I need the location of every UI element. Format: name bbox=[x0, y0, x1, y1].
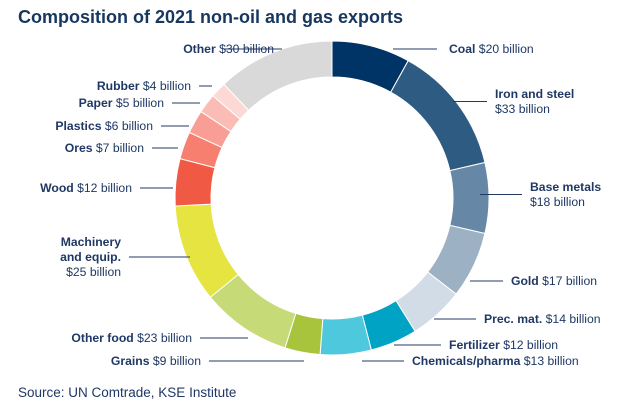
slice-label: $25 billion bbox=[66, 265, 121, 279]
slice-label: $18 billion bbox=[530, 195, 585, 209]
slice-iron-and-steel bbox=[390, 60, 486, 172]
slice-label: Other $30 billion bbox=[183, 42, 274, 56]
slice-label: Grains $9 billion bbox=[111, 354, 201, 368]
slice-label: Chemicals/pharma $13 billion bbox=[412, 354, 579, 368]
donut-slices bbox=[174, 40, 490, 356]
slice-label: Plastics $6 billion bbox=[55, 119, 153, 133]
slice-label: Coal $20 billion bbox=[449, 42, 534, 56]
slice-label: Iron and steel bbox=[495, 87, 574, 101]
slice-other bbox=[223, 40, 333, 112]
slice-label: Gold $17 billion bbox=[511, 274, 597, 288]
slice-label: Wood $12 billion bbox=[40, 181, 132, 195]
leader-lines bbox=[129, 48, 522, 362]
slice-label: Fertilizer $12 billion bbox=[449, 338, 558, 352]
slice-chemicals-pharma bbox=[319, 314, 372, 356]
slice-label: and equip. bbox=[60, 250, 121, 264]
slice-label: $33 billion bbox=[495, 102, 550, 116]
slice-label: Rubber $4 billion bbox=[97, 79, 191, 93]
slice-label: Ores $7 billion bbox=[65, 141, 144, 155]
slice-labels: Coal $20 billion Iron and steel$33 billio… bbox=[40, 42, 601, 368]
slice-base-metals bbox=[449, 161, 490, 235]
source-note: Source: UN Comtrade, KSE Institute bbox=[18, 385, 237, 400]
slice-label: Prec. mat. $14 billion bbox=[484, 312, 601, 326]
slice-label: Other food $23 billion bbox=[71, 331, 192, 345]
slice-label: Paper $5 billion bbox=[79, 96, 164, 110]
slice-label: Machinery bbox=[61, 235, 122, 249]
slice-label: Base metals bbox=[530, 180, 601, 194]
chart-title: Composition of 2021 non-oil and gas expo… bbox=[18, 7, 404, 27]
